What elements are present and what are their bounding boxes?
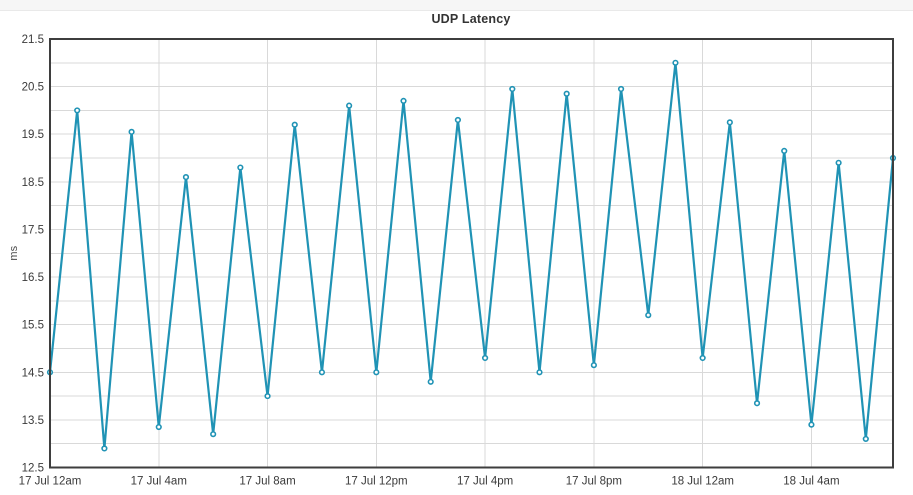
y-tick-label: 15.5 [22,320,44,332]
y-tick-label: 17.5 [22,224,44,236]
data-point-marker [210,431,217,438]
x-tick-label: 17 Jul 12am [19,476,82,488]
data-point-marker [808,421,815,428]
x-tick-label: 17 Jul 4am [131,476,187,488]
plot-frame [48,37,895,469]
data-point-marker [264,392,271,400]
x-tick-label: 17 Jul 12pm [345,476,408,488]
y-tick-label: 12.5 [22,463,44,475]
chart-title: UDP Latency [431,12,511,26]
data-point-marker [101,445,108,452]
y-tick-label: 16.5 [22,272,44,284]
data-point-marker [318,369,326,376]
data-point-marker [400,97,407,104]
x-tick-label: 17 Jul 8am [239,476,295,488]
y-axis-labels: 21.5 20.5 19.5 18.5 17.5 16.5 15.5 14.5 13.5 12.5 [22,34,44,475]
data-point-markers [46,59,897,452]
y-tick-label: 19.5 [22,129,44,141]
grid-lines [50,39,893,468]
data-point-marker [536,369,543,376]
data-point-marker [590,362,597,369]
data-point-marker [563,90,570,97]
data-point-marker [835,159,842,166]
y-axis-title: ms [8,245,20,260]
data-point-marker [373,369,380,376]
data-point-marker [427,378,434,385]
y-tick-label: 18.5 [22,177,44,189]
data-point-marker [346,102,353,109]
data-point-marker [454,116,462,124]
x-axis-labels: 17 Jul 12am 17 Jul 4am 17 Jul 8am 17 Jul 12… [19,476,840,488]
y-tick-label: 21.5 [22,34,44,46]
data-point-marker [291,121,298,128]
data-point-marker [672,59,679,66]
x-tick-label: 18 Jul 12am [671,476,734,488]
data-point-marker [862,435,869,443]
data-point-marker [481,354,489,362]
data-point-marker [509,85,516,93]
data-point-marker [753,400,761,407]
data-point-marker [237,164,244,171]
data-point-marker [128,128,135,135]
x-tick-label: 17 Jul 8pm [566,476,622,488]
x-tick-label: 18 Jul 4am [783,476,839,488]
data-point-marker [645,312,652,319]
page-header-strip [0,0,913,11]
y-tick-label: 14.5 [22,367,44,379]
data-point-marker [155,423,162,431]
data-point-marker [781,147,788,154]
data-point-marker [726,119,733,126]
data-point-marker [74,107,81,114]
x-tick-label: 17 Jul 4pm [457,476,513,488]
y-tick-label: 13.5 [22,415,44,427]
y-tick-label: 20.5 [22,82,44,94]
data-point-marker [182,173,190,181]
latency-series-line [48,61,895,450]
data-point-marker [617,85,625,93]
data-point-marker [699,354,706,362]
